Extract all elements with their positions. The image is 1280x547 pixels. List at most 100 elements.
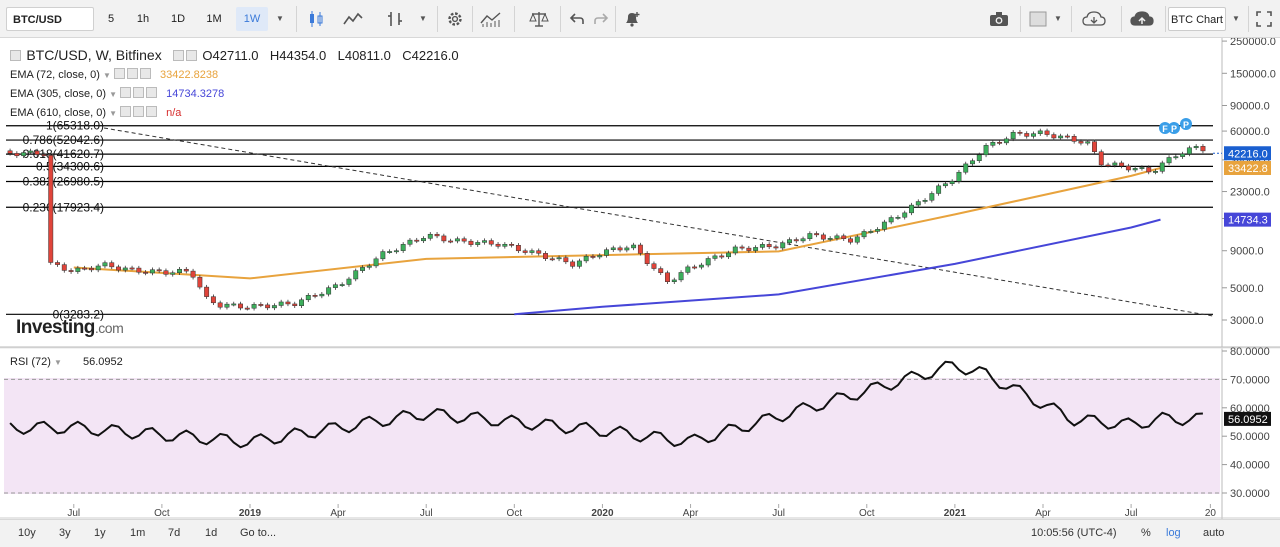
indicator-settings-icon[interactable]: [133, 87, 145, 98]
indicator-remove-icon[interactable]: [139, 68, 151, 79]
fib-level-label: 0.236(17923.4): [23, 200, 104, 214]
candle-down: [488, 240, 494, 245]
cloud-save-icon[interactable]: [1130, 7, 1154, 31]
candle-down: [495, 243, 501, 247]
interval-dropdown-icon[interactable]: ▼: [276, 14, 284, 23]
line-chart-icon[interactable]: [341, 7, 365, 31]
chart-type-dropdown-icon[interactable]: ▼: [419, 14, 427, 23]
template-dropdown-icon[interactable]: ▼: [1054, 14, 1062, 23]
ema72-tag-box: [1224, 160, 1271, 175]
candle-up: [854, 236, 860, 243]
template-box-icon[interactable]: [1026, 7, 1050, 31]
candle-down: [1051, 134, 1057, 139]
candle-down: [414, 239, 420, 242]
event-marker-label: F: [1162, 124, 1168, 134]
undo-icon[interactable]: [565, 7, 589, 31]
rsi-tick-label: 30.0000: [1230, 488, 1270, 500]
trend-line: [103, 127, 1214, 317]
candle-down: [848, 238, 853, 243]
rsi-value-box: [1224, 411, 1271, 426]
indicator-ema-610[interactable]: EMA (610, close, 0) ▼ n/a: [10, 106, 181, 119]
interval-1h[interactable]: 1h: [136, 13, 150, 25]
interval-5[interactable]: 5: [107, 13, 115, 25]
indicator-ema-305[interactable]: EMA (305, close, 0) ▼ 14734.3278: [10, 87, 224, 100]
indicators-icon[interactable]: [479, 7, 503, 31]
camera-icon[interactable]: [987, 7, 1011, 31]
indicator-remove-icon[interactable]: [146, 87, 158, 98]
time-tick-label: 20: [1205, 508, 1217, 519]
candle-up: [963, 163, 969, 173]
candle-down: [543, 253, 548, 259]
candle-up: [400, 244, 406, 251]
candle-down: [143, 271, 149, 274]
candle-up: [407, 239, 413, 245]
candle-up: [366, 265, 372, 268]
indicator-settings-icon[interactable]: [126, 68, 138, 79]
indicator-remove-icon[interactable]: [146, 106, 158, 117]
candle-down: [448, 240, 454, 243]
range-7d[interactable]: 7d: [168, 527, 181, 539]
legend-collapse-icon[interactable]: [10, 50, 21, 61]
rsi-dropdown-icon[interactable]: ▼: [54, 358, 62, 367]
fullscreen-icon[interactable]: [1252, 7, 1276, 31]
interval-1w[interactable]: 1W: [236, 7, 268, 31]
range-1m[interactable]: 1m: [130, 527, 146, 539]
candle-up: [373, 258, 379, 267]
indicator-dropdown-icon[interactable]: ▼: [109, 90, 117, 99]
candle-up: [1010, 131, 1016, 140]
candle-down: [183, 268, 189, 272]
fib-level-label: 0.618(41620.7): [23, 147, 104, 161]
range-1y[interactable]: 1y: [94, 527, 106, 539]
candle-up: [861, 231, 867, 238]
candle-up: [353, 270, 359, 280]
range-3y[interactable]: 3y: [59, 527, 71, 539]
chart-name-dropdown-icon[interactable]: ▼: [1232, 14, 1240, 23]
ema72-tag-label: 33422.8: [1228, 163, 1268, 175]
indicator-dropdown-icon[interactable]: ▼: [109, 109, 117, 118]
interval-1d[interactable]: 1D: [170, 13, 186, 25]
log-scale-toggle[interactable]: log: [1166, 527, 1181, 539]
candle-down: [617, 247, 623, 251]
event-marker: [1180, 118, 1192, 130]
gear-icon[interactable]: [443, 7, 467, 31]
goto-button[interactable]: Go to...: [240, 527, 277, 539]
price-tick-label: 250000.0: [1230, 38, 1276, 48]
saved-chart-name[interactable]: BTC Chart: [1168, 7, 1226, 31]
legend-settings-icon[interactable]: [186, 50, 198, 61]
indicator-value: 14734.3278: [166, 88, 225, 100]
compare-scale-icon[interactable]: [527, 7, 551, 31]
candle-up: [299, 299, 304, 306]
symbol-input[interactable]: BTC/USD: [6, 7, 94, 31]
candle-up: [251, 304, 257, 309]
candle-up: [393, 250, 399, 253]
candle-up: [427, 233, 433, 239]
candle-up: [671, 279, 677, 283]
bar-chart-icon[interactable]: [383, 7, 407, 31]
indicator-dropdown-icon[interactable]: ▼: [102, 71, 111, 80]
redo-icon[interactable]: [589, 7, 613, 31]
auto-scale-toggle[interactable]: auto: [1203, 527, 1225, 539]
range-10y[interactable]: 10y: [18, 527, 36, 539]
chart-area[interactable]: 1(65318.0) 0.786(52042.6) 0.618(41620.7) 0.…: [0, 38, 1280, 547]
candle-down: [766, 244, 772, 248]
rsi-legend[interactable]: RSI (72) ▼ 56.0952: [10, 356, 123, 368]
indicator-settings-icon[interactable]: [133, 106, 145, 117]
candle-up: [576, 260, 582, 267]
candle-down: [34, 150, 40, 155]
indicator-visibility-icon[interactable]: [113, 68, 125, 79]
candle-down: [285, 301, 291, 305]
range-1d[interactable]: 1d: [205, 527, 218, 539]
legend-visibility-icon[interactable]: [173, 50, 185, 61]
cloud-load-icon[interactable]: [1082, 7, 1106, 31]
indicator-visibility-icon[interactable]: [120, 87, 132, 98]
interval-1m[interactable]: 1M: [206, 13, 222, 25]
indicator-ema-72[interactable]: EMA (72, close, 0) ▼ 33422.8238: [10, 68, 218, 81]
time-tick-label: Oct: [507, 508, 523, 519]
chart-svg[interactable]: 1(65318.0)0.786(52042.6)0.618(41620.7)0.…: [0, 38, 1280, 519]
alert-bell-icon[interactable]: [620, 7, 644, 31]
indicator-visibility-icon[interactable]: [120, 106, 132, 117]
candle-down: [1071, 136, 1077, 142]
candle-up: [624, 247, 630, 251]
percent-scale-toggle[interactable]: %: [1141, 527, 1151, 539]
candles-icon[interactable]: [304, 7, 328, 31]
